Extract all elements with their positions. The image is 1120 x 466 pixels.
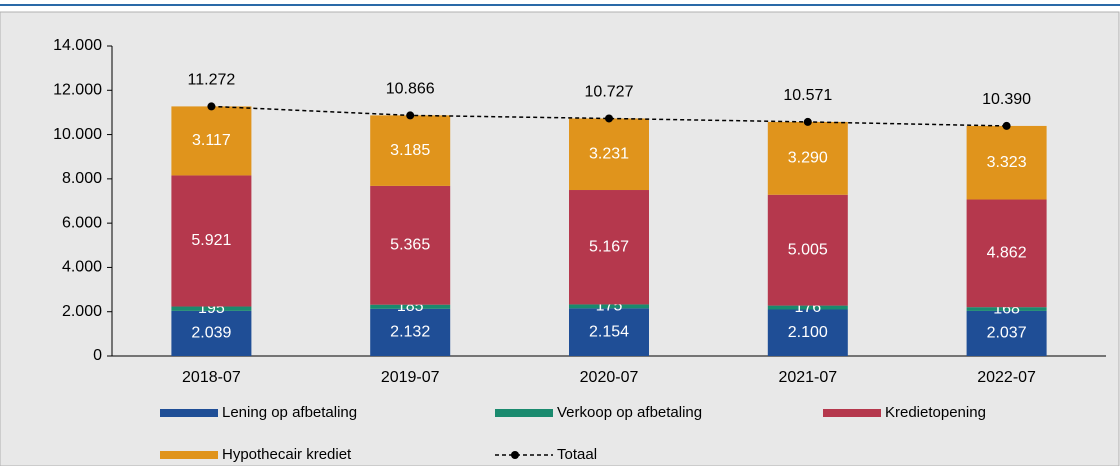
value-label: 3.323 [987, 154, 1027, 171]
bar-segment [767, 194, 848, 306]
total-point [1002, 121, 1011, 130]
bar-segment [767, 305, 848, 310]
value-label: 5.005 [788, 241, 828, 258]
total-point [207, 102, 216, 111]
total-label: 10.571 [783, 87, 832, 104]
legend-label: Lening op afbetaling [222, 404, 357, 421]
x-tick-label: 2018-07 [182, 369, 241, 386]
x-tick-label: 2021-07 [778, 369, 837, 386]
y-tick-label: 6.000 [62, 214, 102, 231]
total-label: 10.390 [982, 91, 1031, 108]
total-label: 11.272 [188, 72, 236, 89]
bar-segment [370, 304, 451, 309]
bar-segment [370, 185, 451, 305]
y-tick-label: 0 [93, 347, 102, 364]
legend-label: Hypothecair krediet [222, 446, 352, 463]
legend-label: Kredietopening [885, 404, 986, 421]
bar-segment [569, 118, 649, 191]
bar-segment [966, 310, 1047, 356]
y-tick-label: 8.000 [62, 170, 102, 187]
value-label: 2.132 [390, 324, 430, 341]
y-tick-label: 12.000 [53, 82, 102, 99]
value-label: 3.290 [788, 150, 828, 167]
value-label: 4.862 [987, 245, 1027, 262]
legend-label: Verkoop op afbetaling [557, 404, 702, 421]
value-label: 3.117 [192, 132, 231, 149]
legend-swatch [160, 409, 218, 417]
legend-swatch [823, 409, 881, 417]
chart-background [0, 11, 1120, 466]
value-label: 2.039 [191, 325, 231, 342]
y-tick-label: 2.000 [62, 303, 102, 320]
total-label: 10.866 [386, 81, 435, 98]
bar-segment [370, 308, 451, 356]
x-tick-label: 2022-07 [977, 369, 1036, 386]
value-label: 2.100 [788, 324, 828, 341]
value-label: 3.231 [589, 145, 629, 162]
value-label: 5.167 [589, 238, 629, 255]
bar-segment [569, 304, 649, 309]
value-label: 2.154 [589, 323, 629, 340]
bar-segment [767, 121, 848, 195]
legend-swatch [160, 451, 218, 459]
total-point [803, 117, 812, 126]
bar-segment [569, 190, 649, 305]
y-tick-label: 4.000 [62, 259, 102, 276]
x-tick-label: 2020-07 [580, 369, 639, 386]
bar-segment [966, 125, 1047, 200]
value-label: 3.185 [390, 142, 430, 159]
x-tick-label: 2019-07 [381, 369, 440, 386]
total-point [406, 111, 415, 120]
bar-segment [569, 308, 649, 356]
bar-segment [171, 310, 252, 356]
total-label: 10.727 [585, 84, 634, 101]
bar-segment [171, 106, 252, 176]
legend-label: Totaal [557, 446, 597, 463]
value-label: 2.037 [987, 325, 1027, 342]
value-label: 5.365 [390, 237, 430, 254]
bar-segment [966, 307, 1047, 311]
total-point [605, 114, 613, 123]
bar-segment [171, 175, 252, 307]
bar-segment [966, 199, 1047, 308]
y-tick-label: 10.000 [53, 126, 102, 143]
y-tick-label: 14.000 [53, 37, 102, 54]
bar-segment [767, 309, 848, 356]
bar-segment [370, 115, 451, 186]
legend-marker [511, 451, 519, 459]
value-label: 5.921 [191, 232, 231, 249]
legend-swatch [495, 409, 553, 417]
bar-segment [171, 306, 252, 311]
